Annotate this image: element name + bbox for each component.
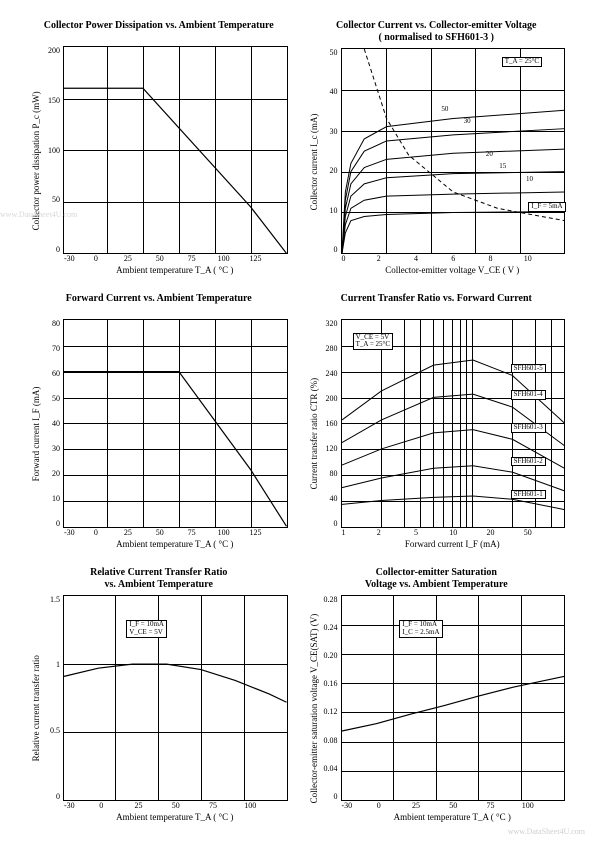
x-axis-label: Ambient temperature T_A ( °C ) (62, 265, 288, 275)
chart-1: Collector Current vs. Collector-emitter … (308, 20, 566, 275)
y-ticks: 1.510.50 (42, 595, 63, 801)
plot-area: I_F = 10mAI_C = 2.5mA (341, 595, 566, 801)
chart-annotation: 50 (439, 106, 450, 114)
chart-annotation: SFH601-4 (511, 390, 546, 400)
chart-title: Collector Power Dissipation vs. Ambient … (44, 20, 274, 42)
x-ticks: -300255075100 (64, 801, 288, 810)
plot-area: V_CE = 5VT_A = 25°C SFH601-5 SFH601-4 SFH60… (341, 319, 566, 527)
y-ticks: 200150100500 (42, 46, 63, 254)
chart-title: Collector Current vs. Collector-emitter … (336, 20, 536, 44)
watermark-left: www.DataSheet4U.com (0, 210, 77, 219)
chart-0: Collector Power Dissipation vs. Ambient … (30, 20, 288, 275)
x-axis-label: Collector-emitter voltage V_CE ( V ) (340, 265, 566, 275)
x-ticks: -300255075100125 (64, 528, 288, 537)
y-ticks: 80706050403020100 (42, 319, 63, 527)
y-axis-label: Relative current transfer ratio (30, 595, 42, 822)
chart-5: Collector-emitter SaturationVoltage vs. … (308, 567, 566, 822)
x-ticks: -300255075100 (342, 801, 566, 810)
chart-annotation: SFH601-1 (511, 490, 546, 500)
y-ticks: 0.280.240.200.160.120.080.040 (320, 595, 341, 801)
y-axis-label: Collector power dissipation P_c (mW) (30, 46, 42, 275)
watermark-right: www.DataSheet4U.com (508, 827, 585, 836)
chart-annotation: SFH601-2 (511, 457, 546, 467)
chart-annotation: 20 (484, 151, 495, 159)
x-ticks: -300255075100125 (64, 254, 288, 263)
x-axis-label: Forward current I_F (mA) (340, 539, 566, 549)
chart-annotation: I_F = 10mAI_C = 2.5mA (399, 620, 442, 637)
chart-title: Forward Current vs. Ambient Temperature (66, 293, 252, 315)
chart-annotation: T_A = 25°C (502, 57, 542, 67)
x-ticks: 0246810 (342, 254, 566, 263)
chart-annotation: I_F = 5mA (528, 202, 565, 212)
chart-annotation: I_F = 10mAV_CE = 5V (126, 620, 167, 637)
chart-annotation: 15 (497, 163, 508, 171)
chart-3: Current Transfer Ratio vs. Forward Curre… (308, 293, 566, 548)
chart-2: Forward Current vs. Ambient Temperature F… (30, 293, 288, 548)
y-axis-label: Forward current I_F (mA) (30, 319, 42, 548)
chart-annotation: SFH601-3 (511, 423, 546, 433)
chart-annotation: V_CE = 5VT_A = 25°C (353, 333, 393, 350)
chart-title: Current Transfer Ratio vs. Forward Curre… (341, 293, 532, 315)
y-axis-label: Collector-emitter saturation voltage V_C… (308, 595, 320, 822)
x-axis-label: Ambient temperature T_A ( °C ) (62, 539, 288, 549)
chart-annotation: SFH601-5 (511, 364, 546, 374)
plot-area (63, 319, 288, 527)
chart-annotation: 30 (462, 118, 473, 126)
x-axis-label: Ambient temperature T_A ( °C ) (340, 812, 566, 822)
y-ticks: 50403020100 (320, 48, 341, 254)
y-ticks: 32028024020016012080400 (320, 319, 341, 527)
chart-grid: Collector Power Dissipation vs. Ambient … (30, 20, 565, 822)
x-axis-label: Ambient temperature T_A ( °C ) (62, 812, 288, 822)
x-ticks: 125102050 (342, 528, 566, 537)
plot-area: I_F = 10mAV_CE = 5V (63, 595, 288, 801)
chart-title: Relative Current Transfer Ratiovs. Ambie… (90, 567, 227, 591)
plot-area: T_A = 25°C I_F = 5mA 50 30 2015 10 (341, 48, 566, 254)
y-axis-label: Collector current I_c (mA) (308, 48, 320, 275)
y-axis-label: Current transfer ratio CTR (%) (308, 319, 320, 548)
chart-4: Relative Current Transfer Ratiovs. Ambie… (30, 567, 288, 822)
chart-title: Collector-emitter SaturationVoltage vs. … (365, 567, 508, 591)
chart-annotation: 10 (524, 176, 535, 184)
plot-area (63, 46, 288, 254)
